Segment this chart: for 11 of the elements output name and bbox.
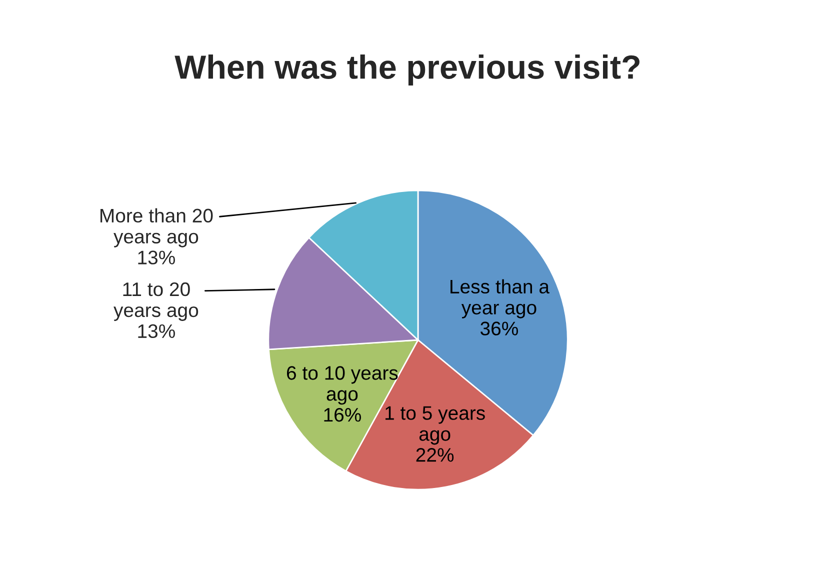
slice-label: 11 to 20 years ago [114,282,198,321]
chart-title: When was the previous visit? [174,54,640,86]
data-label: 16% [324,408,361,422]
data-label: 13% [138,324,175,338]
slice-label: Less than a year ago [450,279,550,318]
slice-label: 6 to 10 years ago [287,366,398,405]
data-label: 13% [138,250,175,264]
slice-label: More than 20 years ago [100,208,213,248]
slice-label: 1 to 5 years ago [386,406,485,445]
data-label: 22% [416,448,454,462]
data-label: 36% [480,322,518,336]
